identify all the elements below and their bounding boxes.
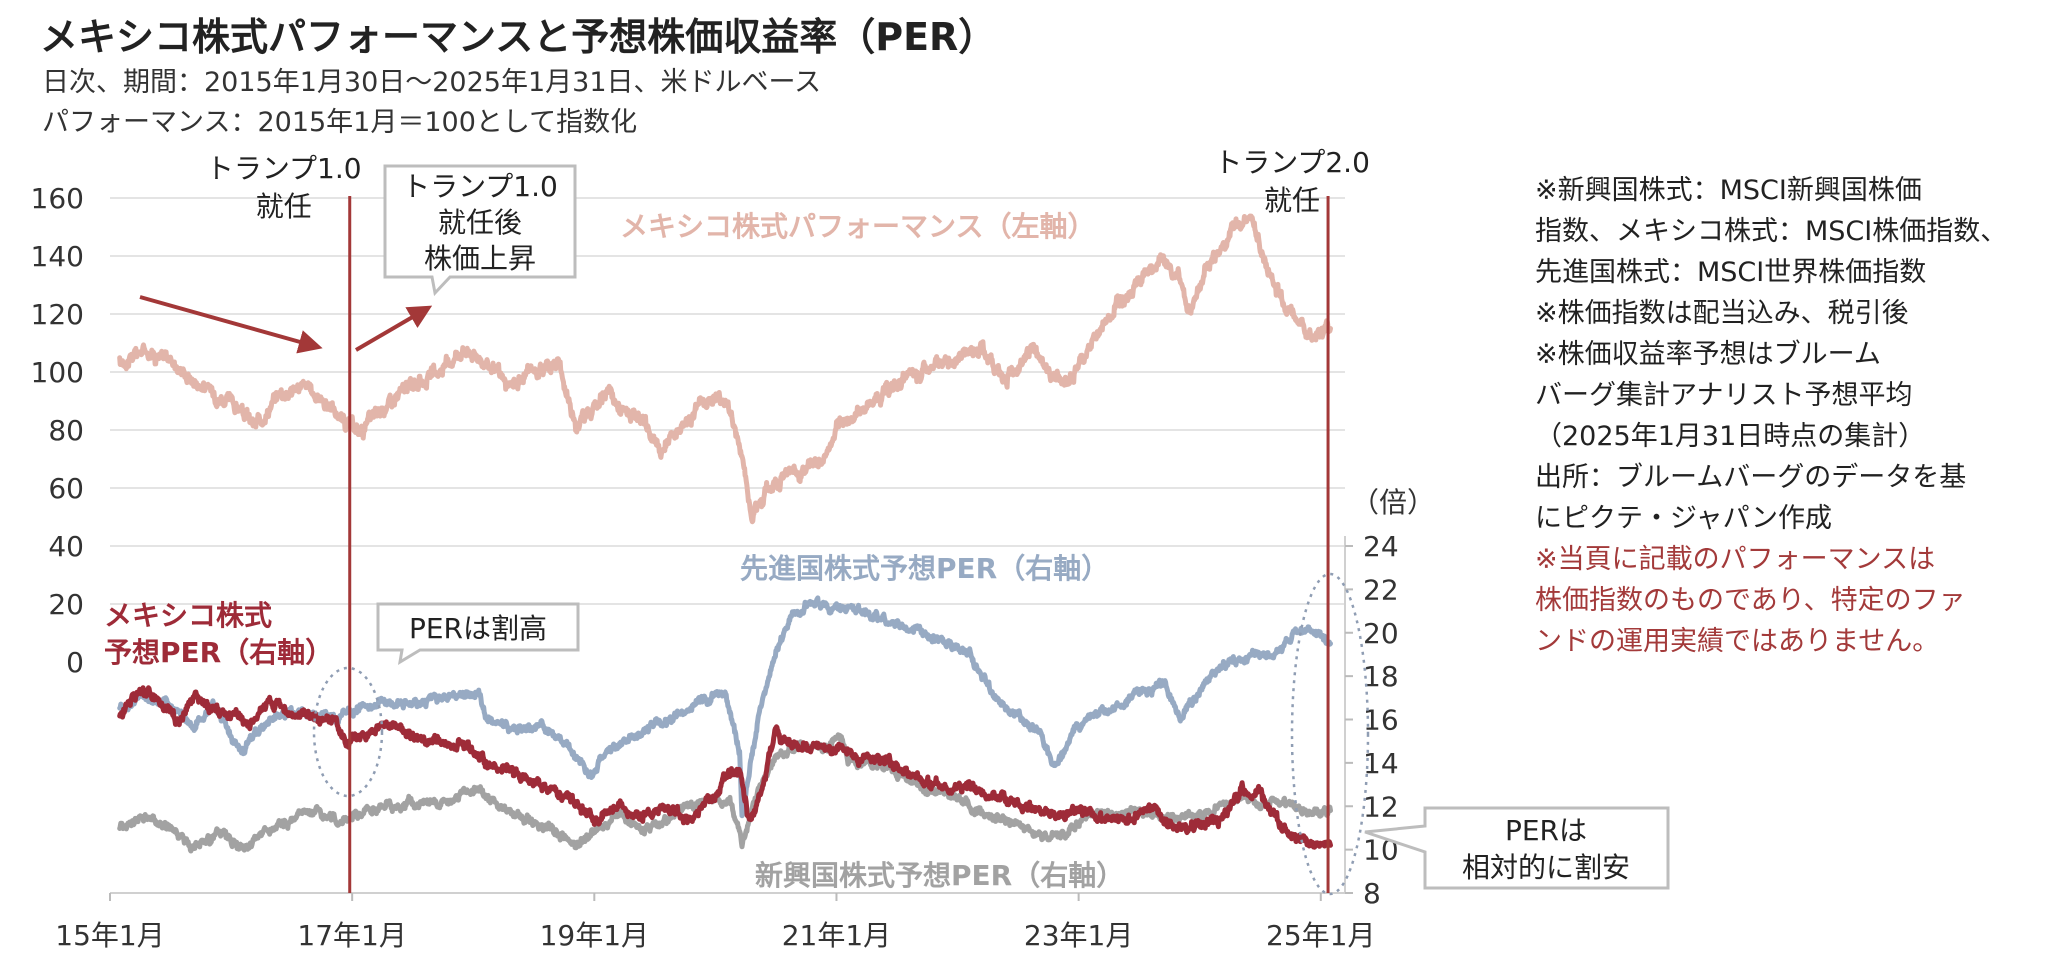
y-tick-label-right: 20 (1363, 617, 1399, 650)
note-line: 出所：ブルームバーグのデータを基 (1535, 462, 1967, 493)
callout-box-per-cheap (1364, 806, 1670, 890)
note-line: （2025年1月31日時点の集計） (1535, 421, 1926, 452)
y-tick-label-left: 120 (31, 298, 84, 331)
chart-subtitle-2: パフォーマンス：2015年1月＝100として指数化 (42, 107, 638, 138)
disclaimer-line: ンドの運用実績ではありません。 (1535, 626, 1940, 657)
x-tick-label: 23年1月 (1024, 919, 1133, 952)
event-label-trump2: 就任 (1264, 184, 1320, 217)
note-line: にピクテ・ジャパン作成 (1535, 503, 1832, 534)
callout-text-per-premium: PERは割高 (409, 612, 547, 645)
chart-title: メキシコ株式パフォーマンスと予想株価収益率（PER） (40, 15, 997, 59)
y-tick-label-left: 20 (48, 588, 84, 621)
x-tick-label: 15年1月 (55, 919, 164, 952)
x-tick-label: 19年1月 (540, 919, 649, 952)
y-tick-label-right: 24 (1363, 530, 1399, 563)
series-label-em-per: 新興国株式予想PER（右軸） (755, 859, 1124, 892)
y-tick-label-right: 8 (1363, 877, 1381, 910)
note-line: ※株価収益率予想はブルーム (1535, 339, 1881, 370)
callout-box-per-premium (376, 602, 580, 665)
event-label-trump1: 就任 (256, 190, 312, 223)
y-tick-label-right: 18 (1363, 660, 1399, 693)
note-line: バーグ集計アナリスト予想平均 (1535, 380, 1913, 411)
chart-subtitle: 日次、期間：2015年1月30日～2025年1月31日、米ドルベース (42, 67, 822, 98)
y-tick-label-left: 0 (66, 646, 84, 679)
highlight-ellipse-trump1 (312, 666, 384, 798)
series-label-mexico-per: 予想PER（右軸） (104, 636, 333, 669)
y-tick-label-right: 12 (1363, 790, 1399, 823)
callout-text-trump1-rise: 株価上昇 (424, 242, 536, 275)
y-tick-label-left: 40 (48, 530, 84, 563)
series-label-dm-per: 先進国株式予想PER（右軸） (740, 552, 1109, 585)
series-line-em-per (117, 732, 1333, 854)
series-label-mexico-per: メキシコ株式 (104, 599, 272, 632)
x-tick-label: 21年1月 (782, 919, 891, 952)
highlight-ellipse-trump2 (1290, 572, 1370, 896)
series-line-mexico-per (117, 685, 1333, 850)
x-tick-label: 25年1月 (1266, 919, 1375, 952)
series-line-mexico-perf (117, 213, 1333, 525)
y-tick-label-left: 100 (31, 356, 84, 389)
callout-box-trump1-rise (383, 164, 577, 297)
callout-text-per-cheap: PERは (1505, 814, 1587, 847)
note-line: 指数、メキシコ株式：MSCI株価指数、 (1535, 216, 2008, 247)
event-label-trump2: トランプ2.0 (1214, 146, 1370, 179)
event-label-trump1: トランプ1.0 (206, 152, 362, 185)
y-tick-label-left: 60 (48, 472, 84, 505)
arrow-after-trump1 (354, 305, 433, 352)
y-tick-label-left: 160 (31, 182, 84, 215)
notes-panel: ※新興国株式：MSCI新興国株価 指数、メキシコ株式：MSCI株価指数、 先進国… (1535, 170, 2035, 662)
callout-text-trump1-rise: トランプ1.0 (402, 170, 558, 203)
series-line-dm-per (117, 595, 1333, 819)
y-tick-label-right: 16 (1363, 704, 1399, 737)
arrow-before-trump1 (139, 295, 323, 354)
y-tick-label-left: 80 (48, 414, 84, 447)
note-line: ※株価指数は配当込み、税引後 (1535, 298, 1909, 329)
right-axis-unit-label: （倍） (1351, 486, 1435, 519)
note-line: 先進国株式：MSCI世界株価指数 (1535, 257, 1927, 288)
callout-text-per-cheap: 相対的に割安 (1462, 851, 1630, 884)
series-label-mexico-perf: メキシコ株式パフォーマンス（左軸） (620, 210, 1095, 243)
disclaimer-line: 株価指数のものであり、特定のファ (1535, 585, 1966, 616)
callout-text-trump1-rise: 就任後 (438, 206, 522, 239)
note-line: ※新興国株式：MSCI新興国株価 (1535, 175, 1922, 206)
y-tick-label-right: 22 (1363, 573, 1399, 606)
y-tick-label-left: 140 (31, 240, 84, 273)
disclaimer-line: ※当頁に記載のパフォーマンスは (1535, 544, 1936, 575)
x-tick-label: 17年1月 (297, 919, 406, 952)
